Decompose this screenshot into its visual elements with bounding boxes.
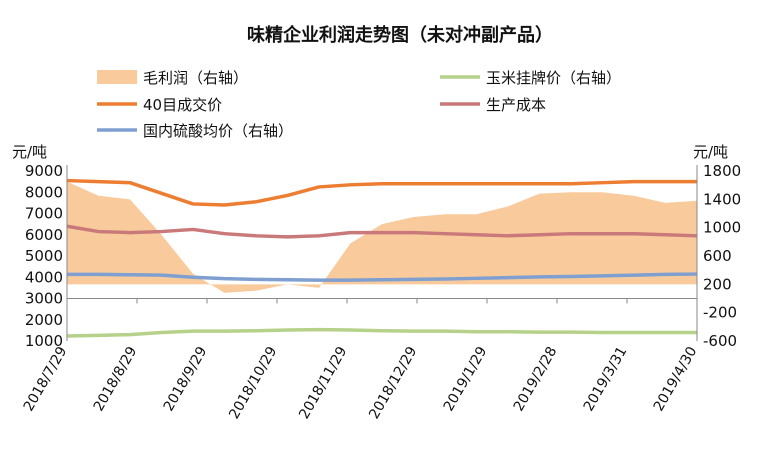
left-tick-label: 6000 [25, 226, 63, 244]
series-area-gross-profit [67, 181, 697, 293]
x-tick-label: 2018/11/29 [296, 344, 350, 422]
legend-item-sulfuric-acid-price: 国内硫酸均价（右轴） [97, 122, 293, 140]
legend-label: 40目成交价 [143, 96, 222, 114]
left-tick-label: 5000 [25, 247, 63, 265]
legend-label: 玉米挂牌价（右轴） [486, 69, 621, 87]
left-tick-label: 4000 [25, 268, 63, 286]
series-line-40-mesh-price [66, 178, 697, 207]
legend-item-production-cost: 生产成本 [440, 96, 546, 114]
left-tick-label: 8000 [25, 183, 63, 201]
x-axis: 2018/7/29 2018/8/29 2018/9/29 2018/10/29 201… [21, 298, 701, 422]
right-tick-label: -600 [703, 332, 737, 350]
left-tick-label: 3000 [25, 290, 63, 308]
x-tick-label: 2018/9/29 [161, 344, 211, 414]
legend-label: 国内硫酸均价（右轴） [143, 122, 293, 140]
left-tick-label: 2000 [25, 311, 63, 329]
right-tick-label: 1400 [703, 190, 741, 208]
legend-item-corn-price: 玉米挂牌价（右轴） [440, 69, 621, 87]
series-line-production-cost [66, 224, 698, 239]
x-tick-label: 2018/8/29 [91, 344, 141, 414]
x-tick-label: 2019/3/31 [581, 344, 631, 414]
x-tick-label: 2019/1/29 [441, 344, 491, 414]
plot-area [66, 165, 698, 341]
right-axis: -600 -200 200 600 1000 1400 1800 [703, 162, 741, 350]
x-tick-label: 2018/12/29 [366, 344, 420, 422]
x-tick-label: 2019/4/30 [651, 344, 701, 414]
right-tick-label: 1000 [703, 219, 741, 237]
left-tick-label: 1000 [25, 332, 63, 350]
legend-label: 生产成本 [486, 96, 546, 114]
legend-label: 毛利润（右轴） [143, 69, 248, 87]
right-tick-label: 200 [703, 275, 732, 293]
left-axis: 1000 2000 3000 4000 5000 6000 7000 8000 9000 [25, 162, 63, 350]
left-axis-unit: 元/吨 [12, 143, 47, 161]
chart-title: 味精企业利润走势图（未对冲副产品） [247, 24, 553, 46]
right-axis-unit: 元/吨 [693, 143, 728, 161]
left-tick-label: 9000 [25, 162, 63, 180]
x-tick-label: 2019/2/28 [511, 344, 561, 414]
legend-item-40-mesh-price: 40目成交价 [97, 96, 222, 114]
series-line-corn-price [66, 327, 697, 338]
x-tick-label: 2018/7/29 [21, 344, 71, 414]
left-tick-label: 7000 [25, 205, 63, 223]
right-tick-label: 600 [703, 247, 732, 265]
right-tick-label: -200 [703, 304, 737, 322]
legend-item-gross-profit: 毛利润（右轴） [97, 69, 248, 87]
x-tick-label: 2018/10/29 [226, 344, 280, 422]
series-line-sulfuric-acid-price [67, 272, 698, 282]
legend-swatch [97, 70, 137, 84]
right-tick-label: 1800 [703, 162, 741, 180]
